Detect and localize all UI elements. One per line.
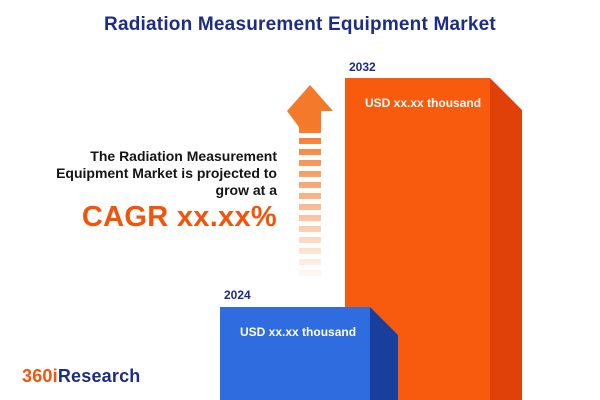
cagr-value: CAGR xx.xx% <box>81 201 277 233</box>
logo: 360iResearch <box>22 366 141 387</box>
bar-label-2032: 2032 <box>349 60 376 74</box>
bar-2024: USD xx.xx thousand <box>220 307 370 400</box>
intro-line-2: Equipment Market is projected to <box>56 165 277 181</box>
intro-text: The Radiation Measurement Equipment Mark… <box>18 148 277 233</box>
intro-line-3: grow at a <box>215 182 277 198</box>
page-title: Radiation Measurement Equipment Market <box>104 14 496 35</box>
bar-2024-value: USD xx.xx thousand <box>240 325 357 339</box>
bar-label-2024: 2024 <box>224 288 251 302</box>
logo-part-research: Research <box>57 366 141 386</box>
bar-2032-value: USD xx.xx thousand <box>365 96 482 110</box>
growth-arrow-icon <box>287 85 333 290</box>
intro-line-1: The Radiation Measurement <box>90 148 277 164</box>
arrow-head <box>287 85 333 127</box>
arrow-fade <box>287 127 333 289</box>
logo-part-360i: 360i <box>22 366 58 386</box>
bar-2032-side <box>490 78 522 400</box>
